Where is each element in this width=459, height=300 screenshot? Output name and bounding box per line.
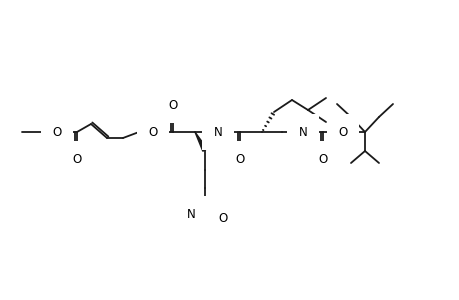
Text: O: O: [148, 125, 157, 139]
Text: O: O: [72, 152, 81, 166]
Text: O: O: [218, 212, 227, 224]
Text: O: O: [338, 125, 347, 139]
Text: O: O: [52, 125, 62, 139]
Text: O: O: [235, 152, 244, 166]
Text: O: O: [318, 152, 327, 166]
Polygon shape: [195, 132, 207, 151]
Text: O: O: [168, 98, 177, 112]
Text: N: N: [213, 125, 222, 139]
Text: N: N: [298, 125, 307, 139]
Text: N: N: [186, 208, 195, 220]
